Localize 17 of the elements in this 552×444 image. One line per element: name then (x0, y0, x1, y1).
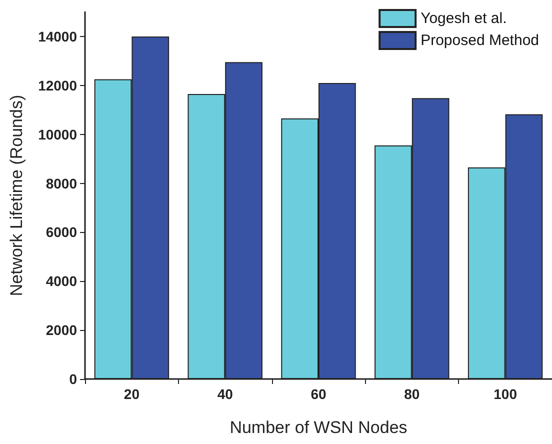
y-axis-title: Network Lifetime (Rounds) (7, 94, 26, 296)
x-tick-label: 20 (124, 386, 140, 402)
x-axis-title: Number of WSN Nodes (230, 418, 408, 437)
legend-label: Yogesh et al. (420, 10, 507, 27)
x-tick-label: 60 (310, 386, 326, 402)
y-tick-label: 8000 (46, 175, 78, 192)
x-tick-label: 40 (217, 386, 234, 402)
y-tick-label: 0 (69, 371, 78, 387)
y-tick-label: 4000 (46, 273, 78, 290)
x-tick-label: 80 (404, 386, 420, 402)
legend-label: Proposed Method (420, 32, 540, 49)
y-tick-label: 2000 (46, 322, 78, 338)
y-tick-label: 14000 (38, 28, 78, 44)
y-tick-label: 10000 (38, 126, 78, 142)
x-tick-label: 100 (494, 386, 518, 402)
y-tick-label: 6000 (46, 224, 78, 240)
y-tick-label: 12000 (38, 77, 78, 94)
